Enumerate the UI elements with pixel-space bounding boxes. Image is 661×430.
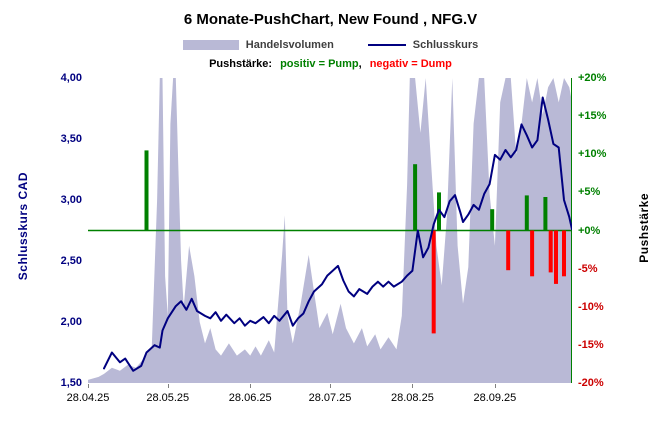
- legend-row-1: Handelsvolumen Schlusskurs: [0, 39, 661, 51]
- pump-bar: [144, 150, 149, 231]
- volume-swatch: [182, 40, 239, 50]
- push-legend-prefix: Pushstärke:: [209, 58, 273, 70]
- right-axis-tick-label: +15%: [578, 110, 607, 123]
- right-axis-tick-label: -15%: [578, 338, 604, 351]
- right-axis-tick-label: -10%: [578, 300, 604, 313]
- close-line: [103, 96, 572, 372]
- x-axis-tick-label: 28.06.25: [228, 392, 272, 404]
- right-axis-tick-label: +20%: [578, 72, 607, 84]
- right-axis-tick-label: +5%: [578, 186, 601, 199]
- dump-bar: [562, 230, 566, 277]
- right-axis-tick-label: -20%: [578, 377, 604, 389]
- x-axis-tick-mark: [330, 384, 331, 388]
- push-legend-pump: positiv = Pump: [280, 58, 359, 70]
- right-axis-tick-label: +0%: [578, 224, 601, 237]
- plot-area: [88, 78, 572, 383]
- close-label: Schlusskurs: [412, 39, 479, 51]
- x-axis-tick-mark: [412, 384, 414, 388]
- left-axis-tick-label: 3,50: [60, 133, 82, 145]
- legend-volume: Handelsvolumen: [182, 39, 334, 51]
- x-axis-tick-mark: [250, 384, 252, 388]
- legend-row-2: Pushstärke: positiv = Pump , negativ = D…: [0, 58, 661, 70]
- left-axis-tick-label: 2,50: [60, 255, 82, 267]
- left-axis-tick-label: 3,00: [60, 194, 82, 206]
- dump-bar: [530, 230, 535, 277]
- plot-svg: [88, 78, 572, 383]
- x-axis-tick-label: 28.09.25: [473, 392, 517, 404]
- pump-bar: [524, 195, 529, 231]
- push-legend-dump: negativ = Dump: [369, 58, 452, 70]
- left-axis-tick-label: 1,50: [60, 377, 82, 389]
- left-axis-tick-label: 4,00: [60, 72, 82, 84]
- pump-bar: [413, 164, 418, 231]
- pump-bar: [543, 197, 548, 231]
- legend-close: Schlusskurs: [367, 39, 479, 51]
- dump-bar: [431, 230, 436, 334]
- x-axis-tick-label: 28.04.25: [66, 392, 110, 404]
- chart-title: 6 Monate-PushChart, New Found , NFG.V: [183, 11, 478, 28]
- pump-bar: [490, 209, 495, 231]
- left-axis-tick-label: 2,00: [60, 316, 82, 328]
- volume-area: [88, 78, 572, 383]
- close-line-swatch: [367, 44, 406, 46]
- x-axis-tick-mark: [88, 384, 89, 388]
- right-axis-tick-label: +10%: [578, 148, 607, 161]
- left-axis-title: Schlusskurs CAD: [16, 172, 30, 281]
- x-axis-tick-mark: [167, 384, 169, 388]
- volume-label: Handelsvolumen: [245, 39, 334, 51]
- right-axis-title: Pushstärke: [637, 193, 651, 263]
- push-legend-separator: ,: [358, 58, 362, 70]
- dump-bar: [554, 230, 558, 284]
- x-axis-tick-label: 28.08.25: [391, 392, 434, 404]
- x-axis-tick-mark: [494, 384, 496, 388]
- x-axis-tick-label: 28.07.25: [308, 392, 352, 404]
- dump-bar: [506, 230, 511, 271]
- right-axis-tick-label: -5%: [578, 262, 598, 275]
- dump-bar: [548, 230, 553, 273]
- x-axis-tick-label: 28.05.25: [146, 392, 190, 404]
